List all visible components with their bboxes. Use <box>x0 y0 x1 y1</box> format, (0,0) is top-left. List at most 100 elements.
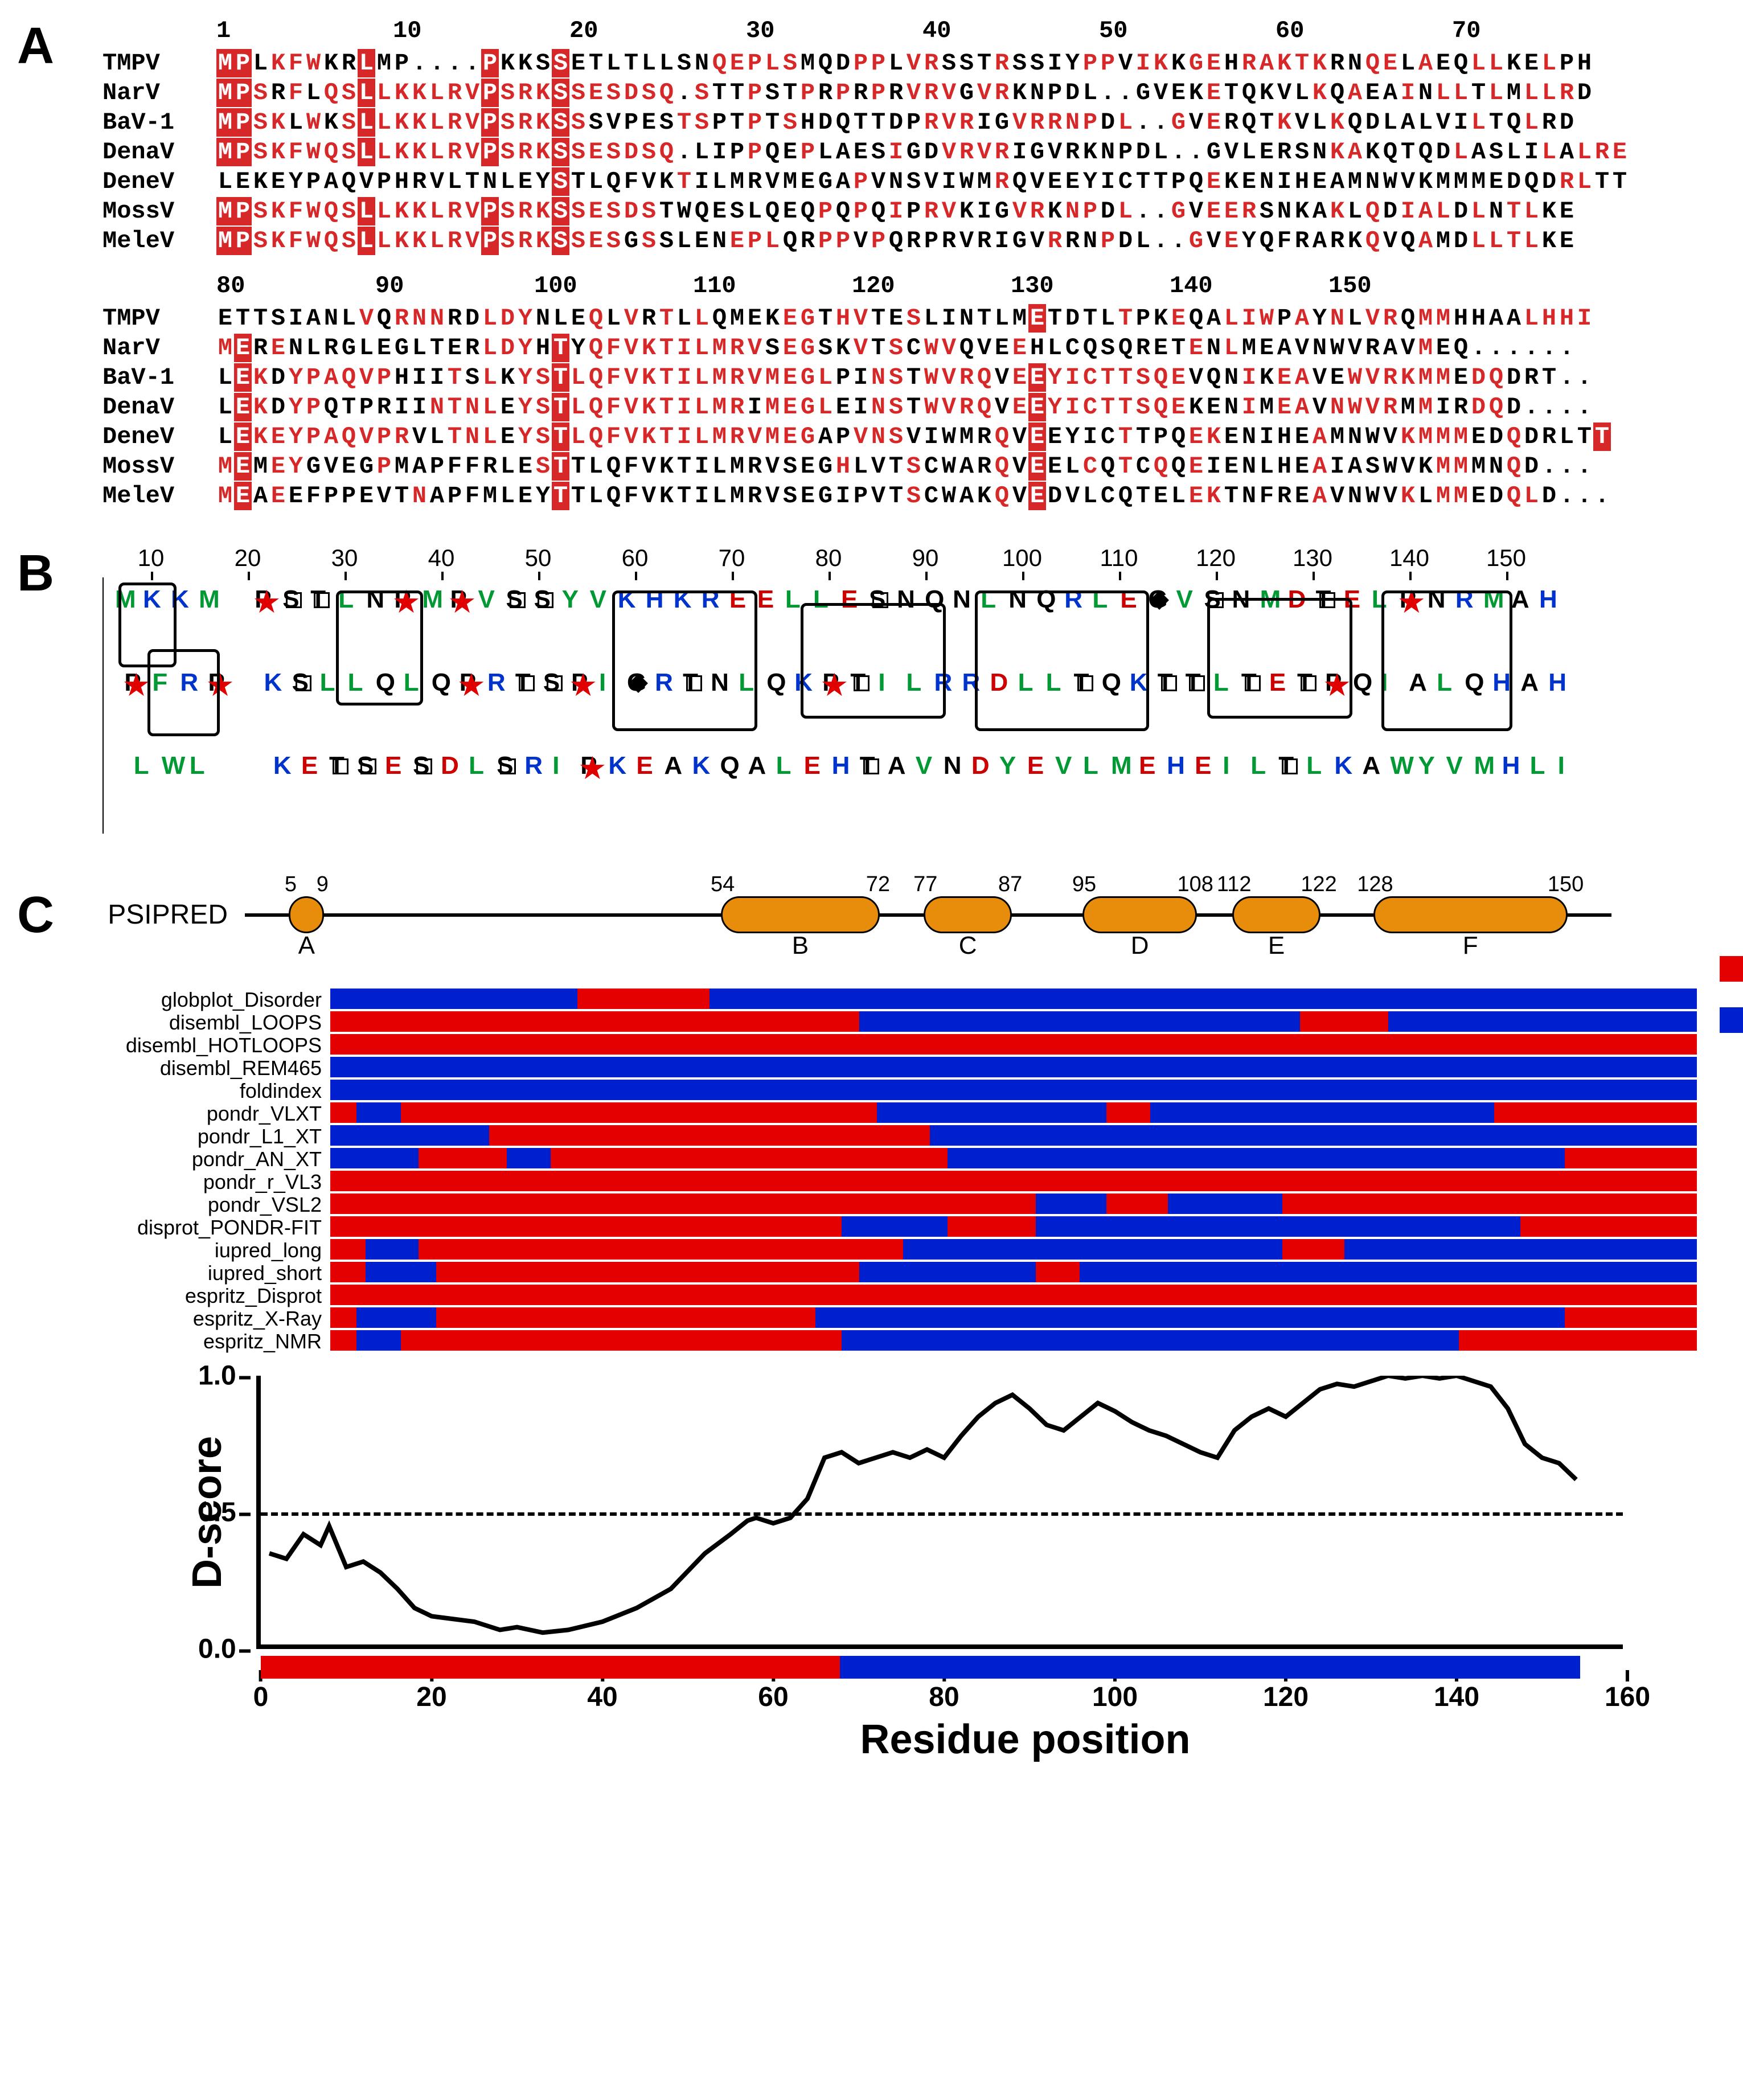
hca-residue: L <box>785 585 801 614</box>
psipred-track: 59A5472B7787C95108D112122E128150F <box>245 886 1611 943</box>
seq-row: DeneVLEKEYPAQVPRVLTNLEYSTLQFVKTILMRVMEGA… <box>102 423 1726 451</box>
hca-residue: L <box>776 752 791 780</box>
track-segment <box>356 1330 400 1351</box>
hca-residue: K <box>608 752 626 780</box>
hca-residue: E <box>757 585 774 614</box>
seq-name: MossV <box>102 453 216 480</box>
dscore-xtick: 140 <box>1434 1681 1479 1713</box>
track-segment <box>330 1262 366 1282</box>
dscore-xtick: 160 <box>1605 1681 1650 1713</box>
hca-residue: M <box>1474 752 1495 780</box>
track-segment <box>1565 1148 1697 1168</box>
hca-residue: H <box>1167 752 1185 780</box>
dscore-ytick: 0.0 <box>198 1634 236 1665</box>
sthr-square <box>314 592 330 608</box>
sthr-square <box>1282 758 1298 774</box>
seq-row: TMPVMPLKFWKRLMP....PKKSSETLTLLSNQEPLSMQD… <box>102 49 1726 77</box>
proline-star: ★ <box>252 583 281 621</box>
hca-residue: H <box>1539 585 1557 614</box>
track-segment <box>1494 1102 1697 1123</box>
track-segment <box>330 989 577 1009</box>
track-segment <box>1168 1193 1282 1214</box>
predictor-label: pondr_VSL2 <box>102 1193 322 1216</box>
predictor-label: espritz_X-Ray <box>102 1307 322 1330</box>
sthr-square <box>510 592 526 608</box>
seq-row: MossVMEMEYGVEGPMAPFFRLESTTLQFVKTILMRVSEG… <box>102 452 1726 481</box>
predictor-label: disprot_PONDR-FIT <box>102 1216 322 1239</box>
seq-row: BaV-1MPSKLWKSLLKKLRVPSRKSSSVPESTSPTPTSHD… <box>102 108 1726 137</box>
hca-ruler: 102030405060708090100110120130140150 <box>102 544 1726 572</box>
hca-tick: 100 <box>974 544 1071 572</box>
track-segment <box>1282 1239 1344 1260</box>
track-segment <box>330 1057 1697 1077</box>
proline-star: ★ <box>448 583 476 621</box>
sthr-square <box>500 758 516 774</box>
predictor-track <box>330 1262 1697 1282</box>
predictor-label: espritz_NMR <box>102 1330 322 1353</box>
dscore-plot: 0.00.51.0020406080100120140160 <box>256 1376 1623 1649</box>
sthr-square <box>863 758 879 774</box>
legend-swatch <box>1720 1007 1743 1033</box>
disorder-section: globplot_Disorderdisembl_LOOPSdisembl_HO… <box>102 954 1726 1353</box>
predictor-label: disembl_REM465 <box>102 1057 322 1080</box>
hca-cluster <box>147 649 220 736</box>
predictor-track <box>330 1193 1697 1214</box>
hca-residue: E <box>636 752 653 780</box>
proline-star: ★ <box>122 666 150 704</box>
predictor-track <box>330 1057 1697 1077</box>
track-segment <box>877 1102 1106 1123</box>
track-segment <box>930 1125 1697 1146</box>
predictor-track <box>330 989 1697 1009</box>
track-segment <box>330 1307 356 1328</box>
hca-cluster <box>975 590 1149 732</box>
disorder-labels: globplot_Disorderdisembl_LOOPSdisembl_HO… <box>102 989 330 1353</box>
predictor-track <box>330 1307 1697 1328</box>
seq-name: NarV <box>102 334 216 362</box>
seq-name: DeneV <box>102 168 216 195</box>
disorder-tracks <box>330 989 1697 1353</box>
helix-d: 95108D <box>1082 896 1197 933</box>
predictor-track <box>330 1239 1697 1260</box>
panel-c-content: PSIPRED 59A5472B7787C95108D112122E128150… <box>102 886 1726 1649</box>
hca-residue: W <box>162 752 186 780</box>
dscore-xtick: 60 <box>758 1681 788 1713</box>
hca-residue: L <box>1306 752 1322 780</box>
psipred-label: PSIPRED <box>102 899 228 930</box>
hca-tick: 50 <box>490 544 587 572</box>
legend-item: Disordered <box>1720 954 1743 983</box>
sthr-square <box>360 758 376 774</box>
seq-row: BaV-1LEKDYPAQVPHIITSLKYSTLQFVKTILMRVMEGL… <box>102 363 1726 392</box>
track-segment <box>330 1102 356 1123</box>
hca-residue: A <box>748 752 766 780</box>
hca-residue: L <box>134 752 149 780</box>
seq-name: NarV <box>102 79 216 106</box>
hca-residue: V <box>1055 752 1072 780</box>
track-segment <box>330 1193 1036 1214</box>
predictor-track <box>330 1285 1697 1305</box>
track-segment <box>330 1330 356 1351</box>
hca-body: MP★LKFWKRLMP★P★KKSSETLTLLSNQEP★LSMQDP★P★… <box>102 577 1726 834</box>
hca-residue: A <box>1520 668 1539 697</box>
hca-cluster <box>1381 590 1512 732</box>
panel-b-label: B <box>17 544 54 603</box>
track-segment <box>330 1171 1697 1191</box>
track-segment <box>709 989 1697 1009</box>
proline-star: ★ <box>578 749 606 787</box>
track-segment <box>419 1148 507 1168</box>
track-segment <box>356 1307 436 1328</box>
predictor-track <box>330 1102 1697 1123</box>
track-segment <box>507 1148 551 1168</box>
hca-residue: A <box>1511 585 1529 614</box>
predictor-label: pondr_r_VL3 <box>102 1171 322 1193</box>
predictor-label: disembl_LOOPS <box>102 1011 322 1034</box>
hca-tick: 20 <box>199 544 296 572</box>
track-segment <box>1344 1239 1697 1260</box>
dscore-chart: D-score 0.00.51.0020406080100120140160 R… <box>188 1376 1726 1649</box>
helix-c: 7787C <box>924 896 1012 933</box>
sthr-square <box>1189 675 1205 691</box>
track-segment <box>551 1148 948 1168</box>
hca-residue: L <box>1083 752 1098 780</box>
track-segment <box>948 1216 1036 1237</box>
helix-f: 128150F <box>1373 896 1568 933</box>
track-segment <box>903 1239 1282 1260</box>
